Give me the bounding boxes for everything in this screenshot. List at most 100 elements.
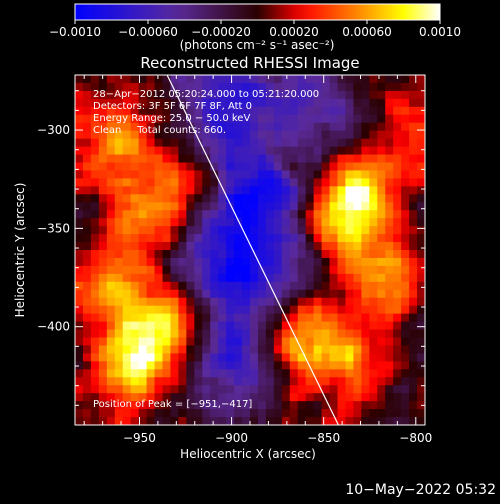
heatmap-cell — [114, 178, 124, 187]
heatmap-cell — [75, 417, 84, 425]
heatmap-cell — [313, 75, 323, 84]
heatmap-cell — [273, 98, 283, 108]
heatmap-cell — [361, 345, 370, 354]
heatmap-cell — [417, 186, 425, 195]
colorbar-tick-label: −0.0010 — [49, 25, 101, 39]
heatmap-cell — [154, 393, 164, 402]
heatmap-cell — [242, 210, 251, 219]
heatmap-cell — [329, 385, 339, 394]
heatmap-cell — [90, 337, 100, 347]
heatmap-cell — [218, 401, 227, 410]
heatmap-cell — [289, 90, 299, 100]
heatmap-cell — [369, 417, 378, 425]
heatmap-cell — [138, 313, 148, 323]
heatmap-cell — [289, 106, 299, 116]
heatmap-cell — [273, 353, 283, 362]
colorbar-tick-label: 0.00020 — [269, 25, 319, 39]
heatmap-cell — [75, 242, 84, 251]
heatmap-cell — [146, 377, 156, 386]
heatmap-cell — [265, 162, 275, 172]
heatmap-cell — [82, 297, 92, 307]
heatmap-cell — [226, 265, 235, 275]
heatmap-cell — [289, 401, 299, 410]
heatmap-cell — [194, 234, 203, 243]
heatmap-cell — [289, 289, 299, 299]
heatmap-cell — [321, 75, 331, 84]
heatmap-cell — [122, 417, 132, 425]
heatmap-cell — [154, 194, 164, 203]
heatmap-cell — [250, 369, 259, 378]
heatmap-cell — [289, 273, 299, 283]
heatmap-cell — [194, 122, 203, 132]
heatmap-cell — [313, 401, 323, 410]
heatmap-cell — [234, 281, 243, 291]
heatmap-cell — [313, 345, 323, 354]
heatmap-cell — [361, 106, 370, 116]
heatmap-cell — [297, 114, 307, 124]
heatmap-cell — [393, 385, 402, 394]
heatmap-cell — [242, 90, 251, 100]
heatmap-cell — [162, 98, 172, 108]
heatmap-cell — [353, 393, 362, 402]
heatmap-cell — [194, 146, 203, 156]
heatmap-cell — [417, 369, 425, 378]
heatmap-cell — [162, 122, 172, 132]
heatmap-cell — [409, 114, 418, 124]
heatmap-cell — [281, 90, 291, 100]
heatmap-cell — [186, 178, 195, 187]
heatmap-cell — [122, 369, 132, 378]
heatmap-cell — [114, 242, 124, 251]
heatmap-cell — [337, 106, 347, 116]
heatmap-cell — [186, 202, 195, 211]
heatmap-cell — [75, 353, 84, 362]
heatmap-cell — [138, 75, 148, 84]
heatmap-cell — [138, 210, 148, 219]
heatmap-cell — [265, 393, 275, 402]
heatmap-cell — [321, 130, 331, 140]
heatmap-cell — [361, 321, 370, 331]
heatmap-cell — [329, 321, 339, 331]
heatmap-cell — [369, 337, 378, 347]
heatmap-cell — [257, 138, 267, 148]
heatmap-cell — [194, 75, 203, 84]
heatmap-cell — [186, 130, 195, 140]
heatmap-cell — [329, 138, 339, 148]
heatmap-cell — [409, 154, 418, 164]
heatmap-cell — [234, 273, 243, 283]
heatmap-cell — [257, 321, 267, 331]
heatmap-cell — [385, 305, 394, 315]
heatmap-cell — [377, 75, 386, 84]
heatmap-cell — [98, 75, 108, 84]
heatmap-cell — [337, 265, 347, 275]
heatmap-cell — [122, 265, 132, 275]
heatmap-cell — [122, 178, 132, 187]
heatmap-cell — [337, 210, 347, 219]
heatmap-cell — [313, 226, 323, 235]
heatmap-cell — [122, 154, 132, 164]
heatmap-cell — [114, 186, 124, 195]
heatmap-cell — [106, 98, 116, 108]
heatmap-cell — [369, 289, 378, 299]
heatmap-cell — [210, 401, 219, 410]
heatmap-cell — [265, 194, 275, 203]
heatmap-cell — [186, 401, 195, 410]
heatmap-cell — [321, 250, 331, 259]
heatmap-cell — [138, 226, 148, 235]
heatmap-cell — [242, 138, 251, 148]
heatmap-cell — [289, 130, 299, 140]
heatmap-cell — [234, 353, 243, 362]
heatmap-cell — [250, 409, 259, 418]
heatmap-cell — [226, 162, 235, 172]
heatmap-cell — [130, 130, 140, 140]
heatmap-cell — [257, 329, 267, 339]
heatmap-cell — [345, 401, 354, 410]
heatmap-cell — [289, 345, 299, 354]
heatmap-cell — [106, 146, 116, 156]
heatmap-cell — [218, 98, 227, 108]
heatmap-cell — [409, 250, 418, 259]
heatmap-cell — [337, 281, 347, 291]
heatmap-cell — [417, 210, 425, 219]
heatmap-cell — [210, 146, 219, 156]
heatmap-cell — [75, 106, 84, 116]
heatmap-cell — [329, 90, 339, 100]
